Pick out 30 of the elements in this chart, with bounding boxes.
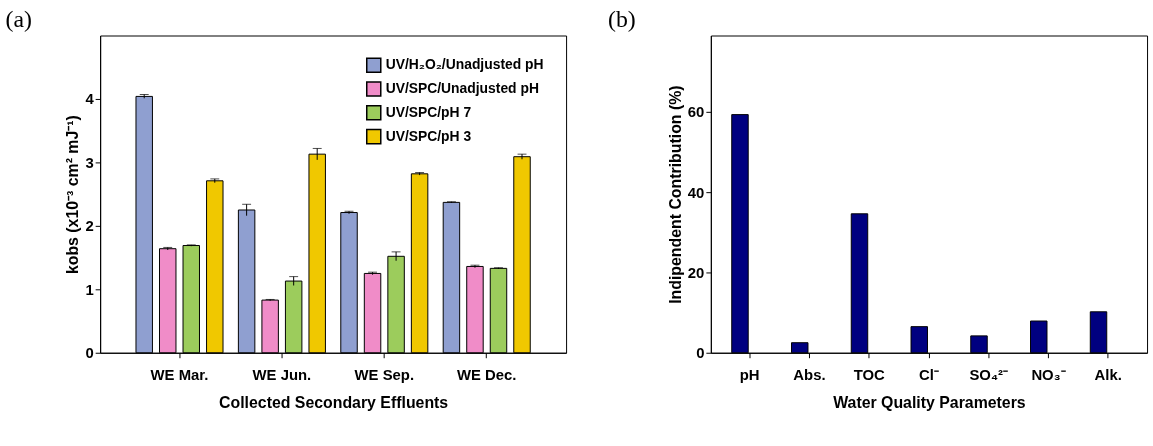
y-tick-label: 3: [85, 154, 94, 171]
legend-label: UV/SPC/pH 7: [385, 103, 472, 120]
y-tick-label: 60: [687, 104, 705, 121]
x-tick-label: WE Sep.: [354, 367, 415, 384]
y-tick-label: 0: [85, 345, 94, 362]
legend-label: UV/SPC/Unadjusted pH: [385, 80, 539, 97]
y-tick-label: 4: [85, 91, 95, 108]
x-tick-label: WE Jun.: [252, 367, 312, 384]
chart-title: (b): [608, 5, 636, 32]
x-tick-label: WE Mar.: [150, 367, 209, 384]
legend-label: UV/H₂O₂/Unadjusted pH: [385, 56, 544, 73]
chart-title: (a): [5, 5, 33, 32]
x-tick-label: SO₄²⁻: [969, 367, 1008, 384]
y-tick-label: 20: [687, 264, 705, 281]
x-tick-label: pH: [739, 367, 760, 384]
y-axis-title: Indipendent Contribution (%): [666, 85, 684, 304]
x-tick-label: Alk.: [1094, 367, 1122, 384]
y-tick-label: 1: [85, 281, 94, 298]
x-tick-label: NO₃⁻: [1031, 367, 1066, 384]
y-tick-label: 40: [687, 184, 705, 201]
x-tick-label: Cl⁻: [919, 367, 939, 384]
legend-label: UV/SPC/pH 3: [385, 127, 472, 144]
y-tick-label: 2: [85, 218, 94, 235]
x-axis-title: Collected Secondary Effluents: [219, 393, 449, 411]
y-tick-label: 0: [696, 345, 705, 362]
y-axis-title: kobs (x10⁻³ cm² mJ⁻¹): [64, 115, 82, 275]
x-tick-label: TOC: [853, 367, 885, 384]
x-axis-title: Water Quality Parameters: [833, 393, 1026, 411]
x-tick-label: Abs.: [793, 367, 826, 384]
x-tick-label: WE Dec.: [457, 367, 517, 384]
